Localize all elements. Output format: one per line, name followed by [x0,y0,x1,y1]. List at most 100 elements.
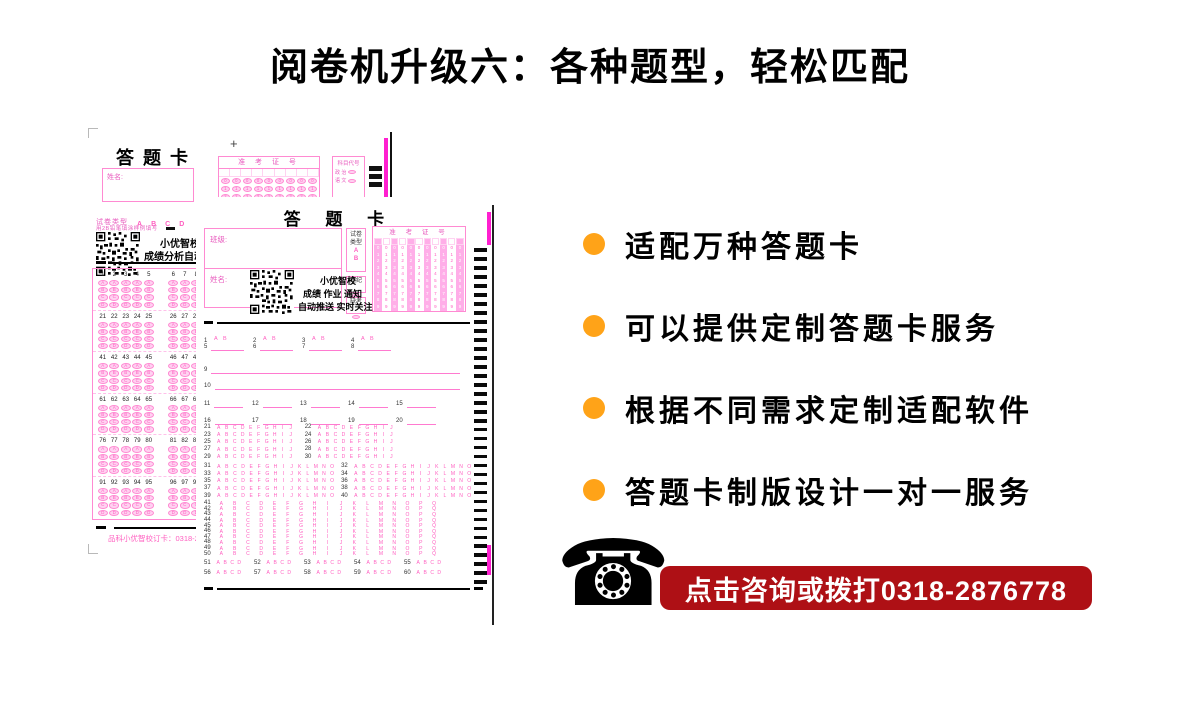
option-letter: L [366,511,369,518]
option-letter: D [341,446,346,453]
option-bubble: B [109,453,120,460]
question-item: 15 [396,401,444,408]
crop-mark [88,128,98,138]
option-bubble: C [120,294,131,301]
digit-cell: 8 [417,297,421,302]
question-item: 17 [252,418,300,425]
separator-dash [96,261,106,264]
digit-cell: 4 [417,271,421,276]
option-bubble: A [168,487,179,495]
question-item: 56 A B C D [204,570,254,577]
answer-line [310,402,340,408]
option-letter: M [450,493,456,500]
sheet-title: 答 题 卡 [283,210,395,229]
digit-cell: 0 [393,245,396,250]
separator-dash [204,321,213,324]
option-letter: I [419,485,422,492]
option-letter: K [435,485,439,492]
option-letter: I [281,439,284,446]
option-letter: N [392,523,396,530]
option-bubble: D [132,384,143,391]
option-letter: I [282,493,285,500]
option-letter: K [435,493,439,500]
option-bubble: D [179,509,190,516]
option-bubble: D [97,509,108,516]
question-item: 6 [253,344,302,351]
question-number: 7 [302,344,306,350]
option-letter: C [233,463,237,470]
option-letter: D [240,424,245,431]
option-letter: N [392,528,396,535]
option-letter: J [339,528,343,535]
option-bubble: D [109,426,120,433]
contact-banner-button[interactable]: 点击咨询或拨打0318-2876778 [660,566,1092,610]
option-letter: F [394,493,398,500]
option-bubble: C [132,377,143,384]
option-letter: M [450,463,456,470]
option-letter: C [430,570,434,576]
option-letter: E [272,500,277,507]
option-letter: H [272,454,277,461]
question-number: 59 [354,569,361,576]
option-letter: J [289,446,292,453]
digit-cell: 9 [458,303,462,309]
option-letter: K [352,523,356,530]
option-letter: G [264,432,269,439]
digit-cell: 7 [434,290,437,296]
option-letter: N [392,534,396,541]
contact-banner-text: 点击咨询或拨打0318-2876778 [684,575,1068,606]
question-number: 43 [204,511,211,518]
timing-mark [474,364,487,369]
option-bubble: D [132,301,143,308]
option-letter: C [330,570,334,576]
question-row: 49 A B C D E F G H I J K L M N O P Q [204,545,488,552]
option-letter: H [410,493,415,500]
option-letter: G [365,454,370,461]
option-letter: E [272,545,277,552]
question-number: 81 [169,438,177,445]
timing-mark [474,535,487,540]
question-number: 56 [204,569,211,576]
option-letter: J [427,471,430,478]
option-letter: D [241,463,245,470]
question-number: 93 [122,479,130,486]
timing-mark [474,553,487,558]
option-bubble: D [168,467,179,475]
option-bubble: D [132,426,143,433]
question-row: 39 A B C D E F G H I J K L M N O 40 A B C D E F G H I J K L M N O [204,493,488,500]
digit-bubble: 0 [220,178,230,184]
option-letter: N [392,545,396,552]
option-letter: G [299,539,304,546]
option-letter: E [249,463,253,470]
option-bubble: D [168,343,179,350]
question-item: 18 [300,418,348,425]
absent-box: 缺考 [346,297,366,319]
option-letter: M [378,523,383,530]
option-letter: A [217,432,221,439]
option-letter: D [259,506,264,513]
option-letter: I [327,523,329,530]
option-letter: A [316,560,320,566]
option-letter: C [232,424,237,431]
option-bubble: C [168,294,179,301]
digit-cell: 3 [425,264,429,270]
digit-cell: 6 [401,284,404,289]
option-letter: A [317,424,322,431]
answer-column: 80 A B C D [143,437,155,476]
option-bubble: B [132,287,143,294]
digit-cell: 9 [450,303,454,309]
option-letter: B [272,336,276,342]
question-item: 29 A B C D E F G H I J [204,454,295,461]
option-letter: A [217,493,221,500]
digit-bubble: 1 [242,186,252,192]
option-bubble: A [132,487,143,495]
question-number: 53 [304,559,311,566]
option-bubble: D [179,301,190,308]
option-letter: H [312,506,317,513]
digit-cell: 8 [458,297,462,302]
option-letter: I [327,517,329,524]
option-bubble: B [109,495,120,502]
